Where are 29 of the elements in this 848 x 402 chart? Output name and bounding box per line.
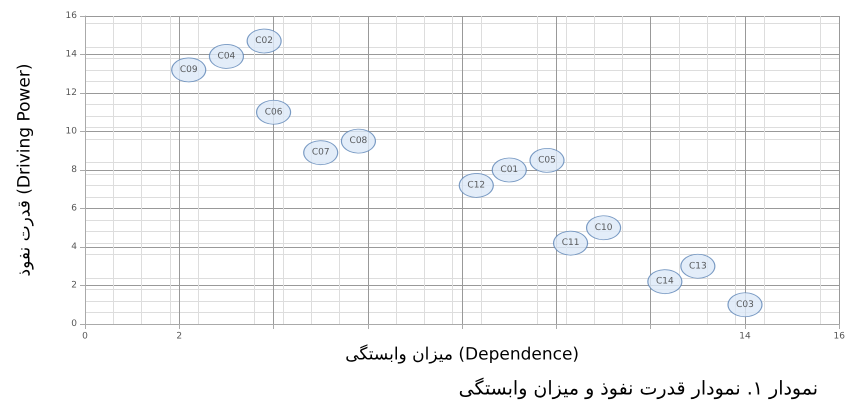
y-tick-label: 8 — [71, 165, 78, 175]
text: نمودار ۱. نمودار قدرت نفوذ و میزان وابستگی — [458, 376, 818, 400]
x-tick-label: 0 — [82, 332, 88, 342]
y-tick-label: 4 — [71, 242, 78, 252]
data-label: C13 — [688, 261, 707, 272]
y-tick-label: 2 — [71, 280, 77, 290]
x-tick-label: 16 — [834, 332, 846, 342]
y-tick-label: 12 — [66, 88, 77, 98]
x-tick-label: 2 — [176, 332, 182, 342]
data-label: C12 — [467, 180, 486, 190]
data-label: C10 — [594, 222, 613, 233]
data-label: C04 — [218, 51, 236, 62]
data-label: C09 — [180, 64, 198, 75]
data-label: C08 — [350, 136, 368, 146]
y-axis-title: قدرت نفوذ (Driving Power) — [14, 64, 34, 276]
x-tick-label: 14 — [739, 332, 751, 342]
y-tick-label: 14 — [66, 50, 78, 60]
data-label: C02 — [255, 36, 274, 46]
data-label: C06 — [264, 107, 283, 118]
data-label: C05 — [538, 155, 556, 166]
data-label: C03 — [736, 300, 754, 310]
y-tick-label: 10 — [66, 126, 78, 136]
y-tick-label: 6 — [71, 204, 78, 214]
x-axis-title: میزان وابستگی (Dependence) — [345, 344, 580, 364]
y-tick-label: 0 — [71, 319, 78, 329]
data-label: C14 — [656, 276, 674, 287]
y-tick-label: 16 — [66, 11, 78, 21]
data-label: C07 — [312, 148, 330, 158]
data-label: C11 — [562, 238, 580, 248]
